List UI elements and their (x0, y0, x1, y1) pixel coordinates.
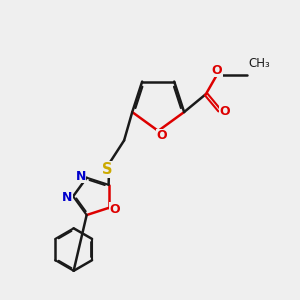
Text: N: N (76, 170, 86, 183)
Text: O: O (220, 105, 230, 118)
Text: O: O (212, 64, 222, 76)
Text: N: N (62, 191, 72, 204)
Text: CH₃: CH₃ (248, 57, 270, 70)
Text: O: O (156, 129, 167, 142)
Text: O: O (109, 203, 120, 216)
Text: S: S (103, 162, 113, 177)
